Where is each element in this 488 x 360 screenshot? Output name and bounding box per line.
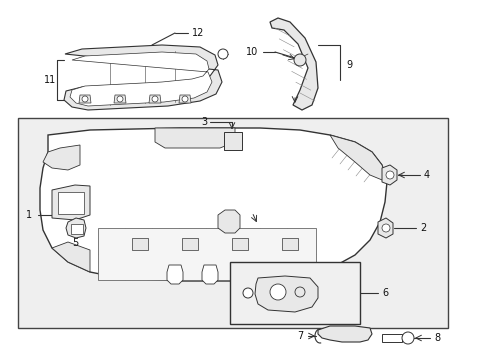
- Bar: [98, 228, 315, 280]
- Text: 12: 12: [192, 28, 204, 38]
- Polygon shape: [167, 265, 183, 284]
- Polygon shape: [64, 45, 222, 110]
- Bar: [132, 238, 148, 250]
- Text: 2: 2: [419, 223, 426, 233]
- Bar: [18, 118, 447, 328]
- Circle shape: [152, 96, 158, 102]
- Polygon shape: [155, 128, 235, 148]
- Bar: [229, 262, 359, 324]
- Circle shape: [401, 332, 413, 344]
- Polygon shape: [52, 242, 90, 272]
- Polygon shape: [202, 265, 218, 284]
- Circle shape: [182, 96, 187, 102]
- Text: 7: 7: [296, 331, 303, 341]
- Circle shape: [243, 288, 252, 298]
- Polygon shape: [40, 128, 386, 281]
- Polygon shape: [43, 145, 80, 170]
- Circle shape: [381, 224, 389, 232]
- Circle shape: [294, 287, 305, 297]
- Text: 9: 9: [346, 60, 351, 70]
- Polygon shape: [149, 95, 161, 103]
- Polygon shape: [269, 18, 317, 110]
- Polygon shape: [317, 326, 371, 342]
- Polygon shape: [179, 95, 191, 103]
- Text: 5: 5: [72, 238, 78, 248]
- Circle shape: [117, 96, 123, 102]
- Text: 4: 4: [423, 170, 429, 180]
- Bar: [71, 224, 83, 234]
- Bar: [282, 238, 297, 250]
- Circle shape: [385, 171, 393, 179]
- Bar: [231, 238, 247, 250]
- Circle shape: [293, 54, 305, 66]
- Circle shape: [269, 284, 285, 300]
- Polygon shape: [52, 185, 90, 220]
- Polygon shape: [381, 165, 396, 185]
- Polygon shape: [114, 95, 126, 103]
- Bar: [58, 192, 84, 214]
- Text: 6: 6: [381, 288, 387, 298]
- Polygon shape: [254, 276, 317, 312]
- Bar: [224, 132, 242, 150]
- Polygon shape: [66, 218, 86, 238]
- Bar: [182, 238, 198, 250]
- Polygon shape: [79, 95, 91, 103]
- Text: 10: 10: [245, 47, 258, 57]
- Circle shape: [218, 49, 227, 59]
- Text: 1: 1: [26, 210, 32, 220]
- Polygon shape: [218, 210, 240, 233]
- Polygon shape: [70, 52, 212, 106]
- Polygon shape: [377, 218, 392, 238]
- Polygon shape: [329, 135, 386, 182]
- Text: 8: 8: [433, 333, 439, 343]
- Text: 11: 11: [44, 75, 56, 85]
- Bar: [381, 334, 401, 342]
- Text: 3: 3: [201, 117, 206, 127]
- Circle shape: [82, 96, 88, 102]
